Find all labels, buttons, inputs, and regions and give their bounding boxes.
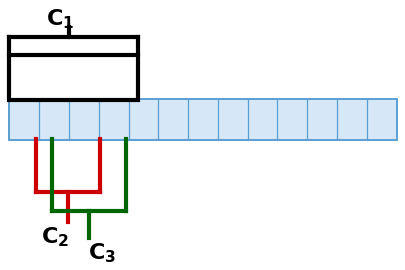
Bar — [9, 99, 396, 140]
Bar — [9, 55, 138, 100]
Text: $\mathbf{C_3}$: $\mathbf{C_3}$ — [88, 242, 116, 265]
Text: $\mathbf{C_1}$: $\mathbf{C_1}$ — [46, 7, 74, 31]
Text: $\mathbf{C_2}$: $\mathbf{C_2}$ — [41, 226, 69, 249]
Bar — [9, 55, 138, 100]
